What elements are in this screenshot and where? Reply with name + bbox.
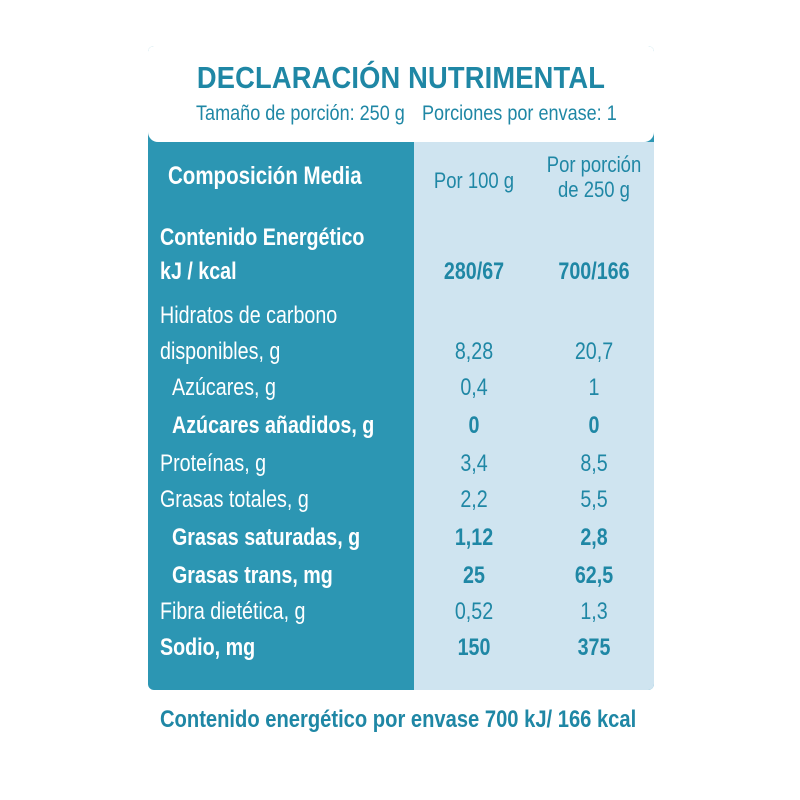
energy-per-100g: 280/67 — [443, 258, 505, 285]
sugars-per-portion: 1 — [588, 374, 600, 401]
carbs-per-100g: 8,28 — [454, 338, 494, 365]
values-column-background — [414, 142, 654, 690]
servings-per-container: Porciones por envase: 1 — [422, 102, 617, 125]
sugars-label: Azúcares, g — [172, 374, 276, 401]
carbs-label-line2: disponibles, g — [160, 338, 281, 365]
fiber-per-100g: 0,52 — [454, 598, 494, 625]
fiber-per-portion: 1,3 — [580, 598, 608, 625]
total-fat-per-portion: 5,5 — [580, 486, 608, 513]
panel-header: DECLARACIÓN NUTRIMENTAL Tamaño de porció… — [148, 46, 654, 142]
saturated-fat-per-portion: 2,8 — [580, 524, 608, 551]
sodium-label: Sodio, mg — [160, 634, 256, 661]
protein-per-100g: 3,4 — [460, 450, 488, 477]
total-fat-per-100g: 2,2 — [460, 486, 488, 513]
trans-fat-label: Grasas trans, mg — [172, 562, 333, 589]
sugars-per-100g: 0,4 — [460, 374, 488, 401]
panel-title: DECLARACIÓN NUTRIMENTAL — [196, 60, 606, 95]
total-fat-label: Grasas totales, g — [160, 486, 309, 513]
carbs-per-portion: 20,7 — [574, 338, 614, 365]
composition-header: Composición Media — [168, 162, 362, 190]
added-sugars-per-100g: 0 — [468, 412, 480, 439]
trans-fat-per-portion: 62,5 — [574, 562, 614, 589]
added-sugars-per-portion: 0 — [588, 412, 600, 439]
energy-label-line2: kJ / kcal — [160, 258, 237, 285]
energy-label-line1: Contenido Energético — [160, 224, 365, 251]
saturated-fat-per-100g: 1,12 — [454, 524, 494, 551]
fiber-label: Fibra dietética, g — [160, 598, 306, 625]
energy-per-portion: 700/166 — [558, 258, 630, 285]
serving-size: Tamaño de porción: 250 g — [196, 102, 405, 125]
protein-label: Proteínas, g — [160, 450, 267, 477]
energy-per-container: Contenido energético por envase 700 kJ/ … — [160, 706, 637, 733]
sodium-per-portion: 375 — [577, 634, 611, 661]
added-sugars-label: Azúcares añadidos, g — [172, 412, 375, 439]
per-portion-header-line1: Por porción — [546, 152, 642, 177]
saturated-fat-label: Grasas saturadas, g — [172, 524, 361, 551]
per-portion-header-line2: de 250 g — [558, 177, 630, 202]
sodium-per-100g: 150 — [457, 634, 491, 661]
nutrition-facts-panel: DECLARACIÓN NUTRIMENTAL Tamaño de porció… — [148, 46, 654, 690]
trans-fat-per-100g: 25 — [463, 562, 485, 589]
per-100g-header: Por 100 g — [433, 168, 515, 193]
carbs-label-line1: Hidratos de carbono — [160, 302, 338, 329]
protein-per-portion: 8,5 — [580, 450, 608, 477]
